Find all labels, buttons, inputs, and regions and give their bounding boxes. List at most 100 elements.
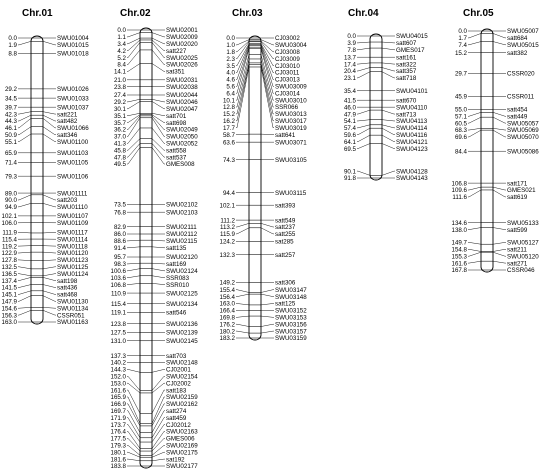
marker-name: CSSR020 [507,71,535,78]
marker-name: satt482 [57,118,78,125]
locus: 127.5 SWU02139 [111,330,199,337]
marker-name: CJ02001 [166,367,191,374]
locus: 60.5 SWU05057 [455,116,539,127]
marker-name: sat351 [166,69,185,76]
position-connector [127,37,141,45]
locus-position: 76.8 [114,209,127,216]
marker-name: SWU02148 [166,360,198,367]
locus: 144.3 CJ02001 [111,367,192,374]
locus-position: 29.2 [5,86,18,93]
locus: 7.8 GMES017 [347,47,425,54]
marker-name: satt684 [507,35,528,42]
marker-name: SWU04110 [396,104,428,111]
position-connector [18,284,32,288]
locus-position: 145.1 [2,292,18,299]
marker-name: SWU01103 [57,150,89,157]
locus: 86.0 SWU02112 [114,231,198,238]
locus: 156.4 SWU03148 [220,294,308,301]
marker-name: SWU02050 [166,134,198,141]
locus-position: 127.8 [2,257,18,264]
marker-name: SSR010 [166,282,190,289]
position-connector [357,143,371,149]
marker-name: SWU01107 [57,213,89,220]
chromosome-title: Chr.04 [348,8,379,19]
marker-connector [260,45,274,80]
locus-position: 179.3 [111,443,127,450]
marker-connector [151,451,165,458]
marker-connector [381,119,395,122]
locus: 44.3 satt482 [5,114,78,125]
locus: 90.0 satt203 [5,194,78,204]
marker-name: SWU02145 [166,338,198,345]
marker-name: SWU01124 [57,271,89,278]
marker-name: satt718 [396,75,417,82]
position-connector [127,376,141,391]
locus: 35.4 SWU04101 [344,88,428,95]
marker-name: SWU02038 [166,84,198,91]
locus: 111.2 satt549 [220,217,295,224]
locus: 124.2 sat285 [220,239,295,246]
position-connector [127,369,141,373]
locus-position: 119.2 [2,243,18,250]
chromosome-title: Chr.05 [463,8,494,19]
locus-position: 35.1 [114,113,127,120]
locus-position: 21.0 [114,77,127,84]
locus-position: 152.0 [111,374,127,381]
marker-name: GMES017 [396,47,425,54]
locus-position: 5.2 [117,55,126,62]
marker-connector [151,49,165,65]
locus: 10.1 SWU03010 [223,54,307,104]
marker-connector [492,227,506,230]
locus-position: 7.8 [347,47,356,54]
locus: 41.3 SWU02052 [114,127,198,147]
locus: 156.3 CSSR051 [2,310,85,319]
locus-position: 166.9 [111,401,127,408]
locus: 173.7 CJ02012 [111,422,191,443]
position-connector [127,262,141,265]
marker-connector [260,54,274,101]
locus-position: 0.0 [347,33,356,40]
locus-position: 69.5 [344,146,357,153]
marker-name: SWU01004 [57,35,89,42]
marker-connector [42,118,56,129]
marker-name: SWU02175 [166,449,198,456]
marker-connector [151,115,165,130]
locus-position: 63.6 [223,139,236,146]
locus-position: 91.8 [344,175,357,182]
locus-position: 3.4 [117,41,126,48]
position-connector [18,273,32,277]
locus-position: 136.5 [2,271,18,278]
locus-position: 17.4 [344,61,357,68]
locus-position: 156.4 [220,294,236,301]
position-connector [18,41,32,46]
marker-connector [42,126,56,135]
locus: 45.8 satt558 [114,138,187,154]
position-connector [127,410,141,433]
locus-position: 180.1 [111,449,127,456]
locus: 154.6 SWU01134 [2,305,89,312]
marker-name: SWU02159 [166,394,198,401]
marker-name: SWU02026 [166,62,198,69]
locus: 20.4 satt357 [344,67,417,75]
locus: 149.2 satt306 [220,280,296,287]
marker-connector [492,33,506,39]
marker-name: satt169 [166,261,187,268]
locus-position: 183.8 [111,463,127,470]
position-connector [357,127,371,135]
position-connector [127,246,141,249]
marker-connector [42,295,56,302]
position-connector [18,133,32,142]
marker-name: SWU01125 [57,264,89,271]
locus: 145.1 satt468 [2,290,78,299]
locus: 1.0 SWU03004 [226,39,307,49]
locus-position: 115.9 [220,231,236,238]
position-connector [236,45,250,80]
locus: 69.5 SWU04123 [344,143,428,153]
marker-name: SWU02031 [166,77,198,84]
locus: 3.9 satt607 [347,40,416,47]
locus-position: 166.4 [220,308,236,315]
locus-position: 127.5 [111,330,127,337]
locus: 8.4 SWU02026 [117,49,198,69]
marker-name: satt459 [166,415,187,422]
